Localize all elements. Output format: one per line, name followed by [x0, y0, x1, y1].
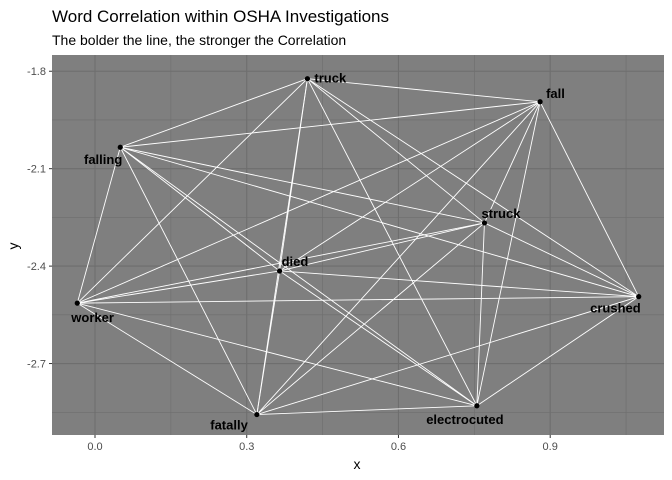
node-worker	[74, 300, 80, 306]
edge-died-electrocuted	[279, 270, 478, 407]
edge-truck-electrocuted	[307, 78, 478, 406]
edge-worker-electrocuted	[77, 302, 477, 407]
node-falling	[117, 144, 123, 150]
node-struck	[481, 220, 488, 226]
node-label-falling: falling	[84, 152, 122, 167]
edge-falling-crushed	[120, 146, 639, 298]
x-tick-label: 0.0	[87, 441, 102, 453]
edge-falling-struck	[120, 146, 485, 224]
node-label-crushed: crushed	[590, 301, 641, 316]
x-tick-label: 0.6	[391, 441, 406, 453]
node-label-worker: worker	[70, 310, 114, 325]
y-tick-label: -2.1	[27, 164, 46, 176]
x-tick-label: 0.3	[239, 441, 254, 453]
node-fatally	[254, 411, 260, 418]
chart-subtitle: The bolder the line, the stronger the Co…	[52, 32, 347, 48]
node-label-died: died	[282, 254, 309, 269]
edge-fall-falling	[120, 101, 541, 148]
edge-crushed-electrocuted	[476, 296, 639, 407]
chart-title: Word Correlation within OSHA Investigati…	[52, 7, 390, 26]
edge-died-crushed	[279, 270, 639, 298]
edge-fall-worker	[77, 101, 541, 304]
node-fall	[537, 99, 543, 105]
edge-truck-worker	[76, 78, 308, 304]
edge-falling-electrocuted	[120, 146, 478, 407]
node-died	[277, 268, 283, 274]
edge-truck-fall	[307, 78, 541, 103]
edge-fall-struck	[484, 101, 541, 224]
node-label-truck: truck	[314, 71, 347, 86]
edge-truck-struck	[307, 78, 485, 224]
edge-falling-worker	[76, 147, 121, 304]
major-grid	[52, 55, 664, 435]
x-axis-ticks: 0.0 0.3 0.6 0.9	[87, 435, 558, 453]
node-label-struck: struck	[481, 206, 521, 221]
node-labels: truck fall falling struck died worker crushed f…	[70, 71, 640, 433]
edge-struck-fatally	[256, 222, 485, 415]
edge-fatally-electrocuted	[256, 405, 477, 415]
node-label-fall: fall	[546, 86, 565, 101]
plot-panel	[52, 55, 664, 435]
edge-worker-crushed	[77, 296, 639, 304]
node-label-fatally: fatally	[210, 418, 248, 433]
y-tick-label: -1.8	[27, 66, 46, 78]
node-crushed	[636, 294, 642, 300]
edge-falling-died	[120, 146, 280, 272]
edge-fall-fatally	[256, 101, 541, 415]
y-tick-label: -2.7	[27, 359, 46, 371]
edge-struck-crushed	[484, 222, 639, 298]
edge-fall-crushed	[539, 101, 640, 297]
edge-died-fatally	[256, 270, 281, 415]
x-axis-title: x	[354, 456, 361, 472]
edge-truck-falling	[120, 78, 308, 148]
edge-crushed-fatally	[256, 296, 639, 415]
minor-grid	[52, 55, 664, 435]
y-tick-label: -2.4	[27, 261, 46, 273]
node-electrocuted	[474, 403, 480, 409]
edge-struck-worker	[77, 222, 485, 304]
node-truck	[304, 76, 311, 82]
edge-struck-died	[279, 222, 485, 272]
edges	[76, 78, 640, 415]
edge-fall-electrocuted	[476, 101, 541, 406]
x-tick-label: 0.9	[543, 441, 558, 453]
edge-truck-crushed	[307, 78, 639, 298]
nodes	[74, 76, 642, 418]
y-axis-title: y	[5, 243, 21, 250]
edge-died-worker	[77, 270, 280, 304]
node-label-electrocuted: electrocuted	[426, 412, 503, 427]
edge-struck-electrocuted	[476, 222, 485, 406]
edge-fall-died	[279, 101, 541, 272]
edge-worker-fatally	[77, 302, 258, 415]
y-axis-ticks: -1.8 -2.1 -2.4 -2.7	[27, 66, 52, 371]
